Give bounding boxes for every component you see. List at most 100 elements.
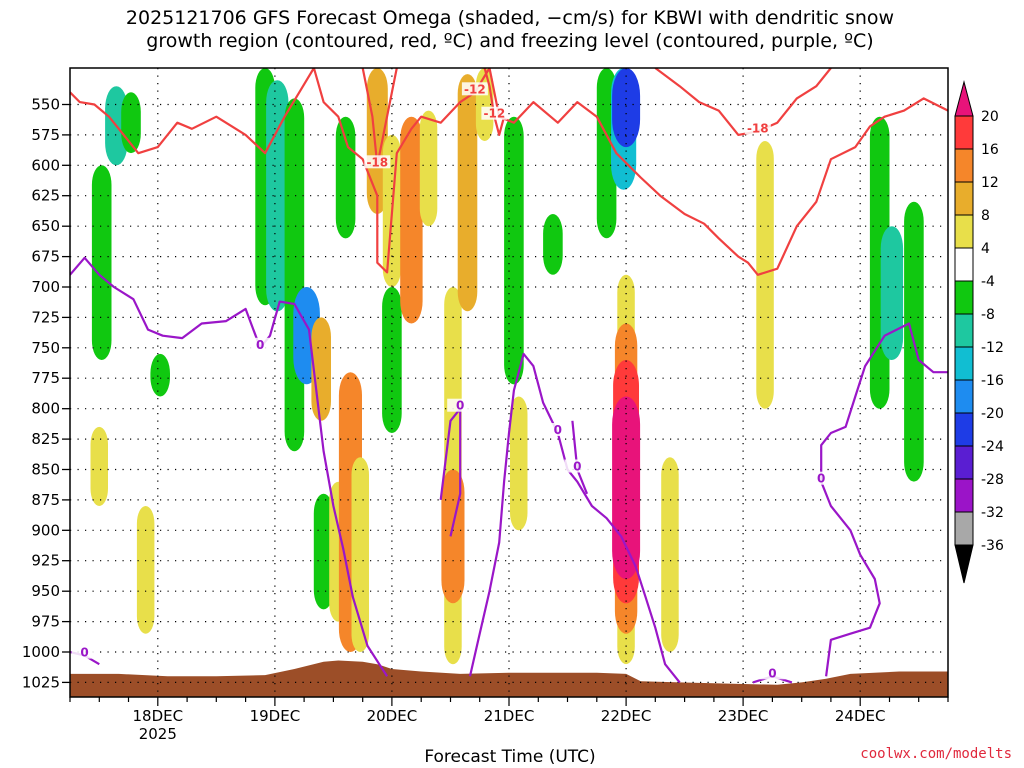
freezing-contour-label-bg-0: [247, 337, 274, 351]
dendritic-contour-label-bg-2: [744, 121, 771, 135]
y-tick-label-1025: 1025: [22, 673, 60, 691]
omega-feature-39: [880, 226, 904, 360]
omega-feature-8: [284, 98, 305, 452]
colorbar-label-9: -20: [981, 406, 1004, 422]
dendritic-contour-label-3: -12: [484, 107, 506, 121]
freezing-contour-label-3: 0: [573, 460, 581, 474]
colorbar-label-0: 20: [981, 109, 999, 125]
y-tick-label-550: 550: [31, 96, 60, 114]
y-tick-label-1000: 1000: [22, 643, 60, 661]
x-tick-label-22DEC: 22DEC: [601, 707, 652, 725]
y-tick-label-925: 925: [31, 552, 60, 570]
colorbar-label-1: 16: [981, 142, 999, 158]
x-tick-label-24DEC: 24DEC: [835, 707, 886, 725]
freezing-contour-label-bg-2: [447, 398, 474, 412]
y-tick-label-875: 875: [31, 491, 60, 509]
colorbar-bin-8: [954, 346, 974, 381]
omega-feature-20: [419, 110, 438, 227]
omega-feature-0: [91, 165, 112, 360]
dendritic-contour-label-0: -12: [464, 82, 486, 96]
y-tick-label-725: 725: [31, 308, 60, 326]
colorbar-bin-12: [954, 478, 974, 513]
x-tick-label-18DEC: 18DEC: [133, 707, 184, 725]
y-tick-label-800: 800: [31, 400, 60, 418]
y-tick-label-850: 850: [31, 461, 60, 479]
colorbar-label-12: -32: [981, 505, 1004, 521]
freezing-contour-label-1: 0: [554, 423, 562, 437]
colorbar-bin-13: [954, 511, 974, 546]
freezing-contour-label-0: 0: [256, 338, 264, 352]
dendritic-contour-label-bg-1: [364, 155, 391, 169]
colorbar-bin-4: [954, 214, 974, 249]
y-tick-label-750: 750: [31, 339, 60, 357]
x-tick-label-21DEC: 21DEC: [484, 707, 535, 725]
colorbar-bin-11: [954, 445, 974, 480]
dendritic-contour-label-1: -18: [366, 155, 388, 169]
freezing-contour-label-bg-6: [808, 471, 835, 485]
omega-shading: [90, 68, 924, 665]
terrain: [70, 660, 948, 697]
colorbar: 20 16 12 8 4 -4 -8 -12 -16 -20 -24 -28 -32 -36: [954, 80, 1004, 584]
colorbar-label-7: -12: [981, 340, 1004, 356]
freezing-contour-label-6: 0: [817, 472, 825, 486]
omega-feature-25: [504, 116, 524, 385]
plot-area: -12 -18 -18 -12 0 0 0 0 0 0 0: [69, 67, 949, 698]
terrain-surface: [70, 660, 948, 697]
y-axis: 550 575 600 625 650 675 700 725 750 775 800 825 850 8…: [22, 96, 70, 691]
omega-feature-5: [150, 353, 170, 397]
colorbar-label-8: -16: [981, 373, 1004, 389]
colorbar-label-11: -28: [981, 472, 1004, 488]
x-tick-label-19DEC: 19DEC: [250, 707, 301, 725]
dendritic-contour-label-2: -18: [747, 121, 769, 135]
colorbar-label-5: -4: [981, 274, 995, 290]
colorbar-bin-2: [954, 148, 974, 183]
omega-feature-26: [510, 396, 528, 531]
colorbar-bin-5: [954, 247, 974, 282]
freezing-level-contours: 0 0 0 0 0 0 0: [70, 256, 948, 684]
y-tick-label-650: 650: [31, 217, 60, 235]
colorbar-label-10: -24: [981, 439, 1004, 455]
dendritic-contour-label-bg-3: [481, 106, 508, 120]
omega-feature-19: [400, 116, 423, 324]
freezing-contour-line-0: [70, 256, 389, 677]
omega-feature-3: [90, 426, 108, 506]
dendritic-contour-label-bg-0: [461, 82, 488, 96]
omega-feature-34: [612, 396, 641, 579]
freezing-contour-label-5: 0: [768, 666, 776, 680]
x-tick-sublabel-2025: 2025: [139, 725, 177, 743]
colorbar-bin-3: [954, 181, 974, 216]
omega-feature-36: [756, 141, 774, 409]
y-tick-label-975: 975: [31, 613, 60, 631]
freezing-contour-label-bg-4: [71, 645, 98, 659]
y-tick-label-700: 700: [31, 278, 60, 296]
colorbar-bin-10: [954, 412, 974, 447]
x-tick-label-20DEC: 20DEC: [367, 707, 418, 725]
colorbar-bin-7: [954, 313, 974, 348]
y-tick-label-675: 675: [31, 248, 60, 266]
y-tick-label-575: 575: [31, 126, 60, 144]
source-credit: coolwx.com/modelts: [860, 746, 1012, 762]
colorbar-label-2: 12: [981, 175, 999, 191]
y-tick-label-600: 600: [31, 156, 60, 174]
colorbar-label-3: 8: [981, 208, 990, 224]
colorbar-bin-1: [954, 115, 974, 150]
omega-feature-12: [335, 116, 356, 239]
colorbar-bin-6: [954, 280, 974, 315]
freezing-contour-label-bg-3: [564, 459, 591, 473]
omega-feature-30: [612, 68, 641, 148]
colorbar-bin-9: [954, 379, 974, 414]
freezing-contour-label-bg-5: [759, 666, 786, 680]
omega-feature-35: [661, 457, 679, 652]
omega-feature-11: [313, 493, 334, 610]
x-axis-title: Forecast Time (UTC): [424, 747, 595, 767]
freezing-contour-label-2: 0: [456, 399, 464, 413]
colorbar-label-6: -8: [981, 307, 995, 323]
y-tick-label-950: 950: [31, 582, 60, 600]
dendritic-contour-line-0: [70, 68, 948, 276]
omega-feature-27: [543, 214, 563, 275]
colorbar-label-4: 4: [981, 241, 990, 257]
y-tick-label-625: 625: [31, 187, 60, 205]
omega-feature-7: [266, 80, 289, 312]
freezing-contour-label-bg-1: [544, 423, 571, 436]
